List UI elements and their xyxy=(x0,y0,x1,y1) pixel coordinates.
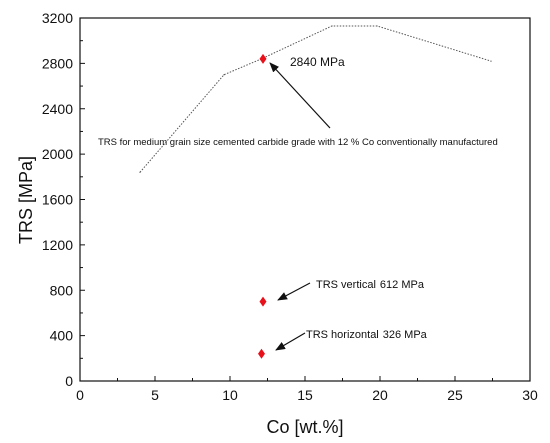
arrow-horizontal xyxy=(275,332,306,351)
y-tick-label: 400 xyxy=(50,328,74,344)
x-tick-label: 20 xyxy=(372,387,388,403)
y-axis: 0 400 800 1200 1600 2000 2400 2800 3200 xyxy=(42,10,85,389)
series-line-point xyxy=(331,25,333,27)
annotation-vertical-value: 612 MPa xyxy=(380,279,425,291)
annotation-horizontal-label: TRS horizontal xyxy=(306,329,379,341)
series-line-path xyxy=(139,25,492,173)
annotation-2840: 2840 MPa xyxy=(290,55,345,69)
x-axis: 0 5 10 15 20 25 30 xyxy=(76,376,538,403)
series-line-point xyxy=(223,74,225,76)
x-axis-title: Co [wt.%] xyxy=(266,417,343,437)
annotation-horizontal-value: 326 MPa xyxy=(383,329,428,341)
y-tick-label: 1600 xyxy=(42,192,73,208)
plot-frame xyxy=(79,17,531,382)
series-line-point xyxy=(139,171,141,173)
data-marker-diamond xyxy=(259,296,267,307)
x-tick-label: 15 xyxy=(297,387,313,403)
series-line-point xyxy=(376,25,378,27)
annotation-conventional: TRS for medium grain size cemented carbi… xyxy=(98,137,498,148)
x-tick-label: 0 xyxy=(76,387,84,403)
annotation-vertical-label: TRS vertical xyxy=(316,279,376,291)
y-tick-label: 2800 xyxy=(42,55,73,71)
y-tick-label: 0 xyxy=(65,373,73,389)
y-tick-label: 2000 xyxy=(42,146,73,162)
y-tick-label: 3200 xyxy=(42,10,73,26)
y-tick-label: 2400 xyxy=(42,101,73,117)
data-marker-diamond xyxy=(258,348,265,359)
annotation-vertical: TRS vertical 612 MPa xyxy=(316,279,425,291)
y-axis-title: TRS [MPa] xyxy=(16,156,36,244)
arrow-vertical xyxy=(277,282,311,301)
y-tick-label: 1200 xyxy=(42,237,73,253)
data-marker-diamond xyxy=(259,53,267,64)
x-tick-label: 5 xyxy=(151,387,159,403)
series-line-point xyxy=(490,60,492,62)
trs-marker-series xyxy=(258,53,267,359)
annotation-horizontal: TRS horizontal 326 MPa xyxy=(306,329,428,341)
x-tick-label: 25 xyxy=(447,387,463,403)
y-tick-label: 800 xyxy=(50,282,74,298)
x-tick-label: 10 xyxy=(222,387,238,403)
arrow-conventional xyxy=(269,62,331,129)
x-tick-label: 30 xyxy=(522,387,538,403)
trs-conventional-series xyxy=(139,25,492,173)
